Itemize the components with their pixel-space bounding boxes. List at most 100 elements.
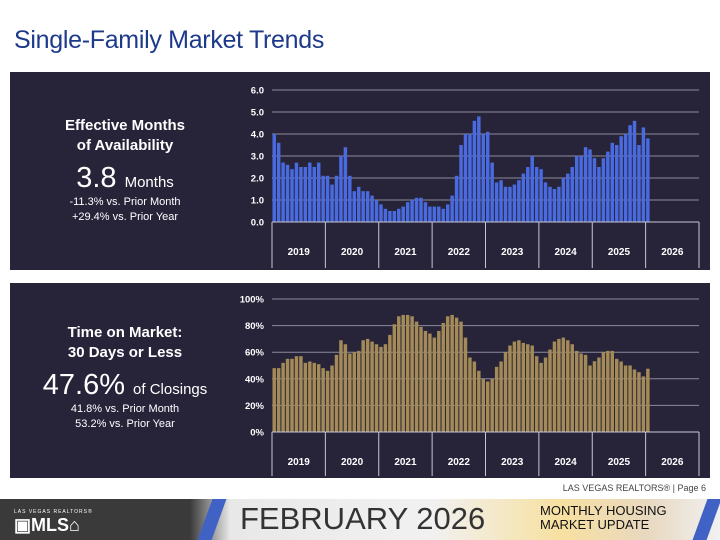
bar xyxy=(619,136,623,222)
availability-kpi: Effective Months of Availability 3.8 Mon… xyxy=(10,116,240,225)
bar xyxy=(432,206,437,222)
bar xyxy=(383,208,388,222)
time-on-market-kpi: Time on Market: 30 Days or Less 47.6% of… xyxy=(10,323,240,432)
kpi-heading: 30 Days or Less xyxy=(67,344,183,361)
x-tick-label: 2024 xyxy=(554,247,577,258)
x-tick-label: 2023 xyxy=(501,247,524,258)
y-tick-label: 1.0 xyxy=(251,196,264,207)
bar xyxy=(468,357,472,432)
bar xyxy=(574,350,579,432)
bar xyxy=(623,365,628,432)
kpi-value: 3.8 xyxy=(76,162,117,194)
bar xyxy=(592,158,597,222)
bar xyxy=(552,341,557,432)
kpi-unit: of Closings xyxy=(133,381,208,398)
bar xyxy=(365,191,370,222)
bar xyxy=(512,184,517,222)
kpi-heading: Effective Months xyxy=(64,117,185,134)
bar xyxy=(370,341,374,432)
bar xyxy=(614,358,619,432)
bar xyxy=(561,337,566,432)
bar xyxy=(330,184,334,222)
bar xyxy=(299,356,303,432)
x-tick-label: 2021 xyxy=(394,247,417,258)
bar xyxy=(597,357,601,432)
bar xyxy=(325,175,330,222)
bar xyxy=(419,197,423,222)
bar xyxy=(379,346,383,432)
bar xyxy=(486,381,490,432)
bar xyxy=(281,162,285,222)
bar xyxy=(374,200,379,222)
kpi-heading: Time on Market: xyxy=(67,324,183,341)
y-tick-label: 60% xyxy=(245,348,265,359)
bar xyxy=(361,340,365,432)
x-tick-label: 2025 xyxy=(608,247,631,258)
bar xyxy=(499,361,503,432)
bar xyxy=(401,206,405,222)
kpi-value: 47.6% xyxy=(42,369,125,401)
kpi-value-line: 3.8 Months xyxy=(10,162,240,195)
kpi-heading: of Availability xyxy=(76,137,174,154)
bar xyxy=(272,368,276,432)
bar xyxy=(463,337,468,432)
bar xyxy=(539,169,543,222)
bar xyxy=(530,156,534,222)
bar xyxy=(357,350,361,432)
x-tick-label: 2020 xyxy=(341,247,364,258)
bar xyxy=(579,353,583,432)
bar xyxy=(290,358,294,432)
bar xyxy=(272,134,276,222)
bar xyxy=(388,334,392,432)
bar xyxy=(276,368,281,432)
bar xyxy=(539,362,543,432)
y-tick-label: 80% xyxy=(245,321,265,332)
bar xyxy=(579,156,583,222)
bar xyxy=(583,147,588,222)
bar xyxy=(334,175,339,222)
bar xyxy=(445,204,450,222)
bar xyxy=(392,211,397,222)
bar xyxy=(445,316,450,432)
bar xyxy=(543,357,548,432)
bar xyxy=(405,314,410,432)
bar xyxy=(570,344,574,432)
bar xyxy=(339,156,343,222)
bar xyxy=(592,361,597,432)
x-tick-label: 2026 xyxy=(661,457,684,468)
bar xyxy=(606,151,610,222)
bar xyxy=(552,189,557,222)
bar xyxy=(348,175,352,222)
bar xyxy=(481,378,485,432)
x-tick-label: 2025 xyxy=(608,457,631,468)
bar xyxy=(374,344,379,432)
bar xyxy=(463,134,468,222)
bar xyxy=(583,354,588,432)
bar xyxy=(437,330,441,432)
bar xyxy=(601,352,606,432)
y-tick-label: 0.0 xyxy=(251,218,264,229)
bar xyxy=(308,162,312,222)
bar xyxy=(459,321,463,432)
bar xyxy=(294,356,299,432)
x-tick-label: 2023 xyxy=(501,457,524,468)
bar xyxy=(459,145,463,222)
bar xyxy=(383,344,388,432)
bar xyxy=(503,352,508,432)
bar xyxy=(401,314,405,432)
y-tick-label: 5.0 xyxy=(251,108,264,119)
bar xyxy=(570,167,574,222)
y-tick-label: 20% xyxy=(245,401,265,412)
bar xyxy=(388,211,392,222)
bar xyxy=(637,145,641,222)
bar xyxy=(468,134,472,222)
x-tick-label: 2026 xyxy=(661,247,684,258)
bar xyxy=(365,338,370,432)
bar xyxy=(437,206,441,222)
bar xyxy=(499,180,503,222)
bar xyxy=(490,162,494,222)
bar xyxy=(574,156,579,222)
x-tick-label: 2020 xyxy=(341,457,364,468)
bar xyxy=(641,376,646,432)
